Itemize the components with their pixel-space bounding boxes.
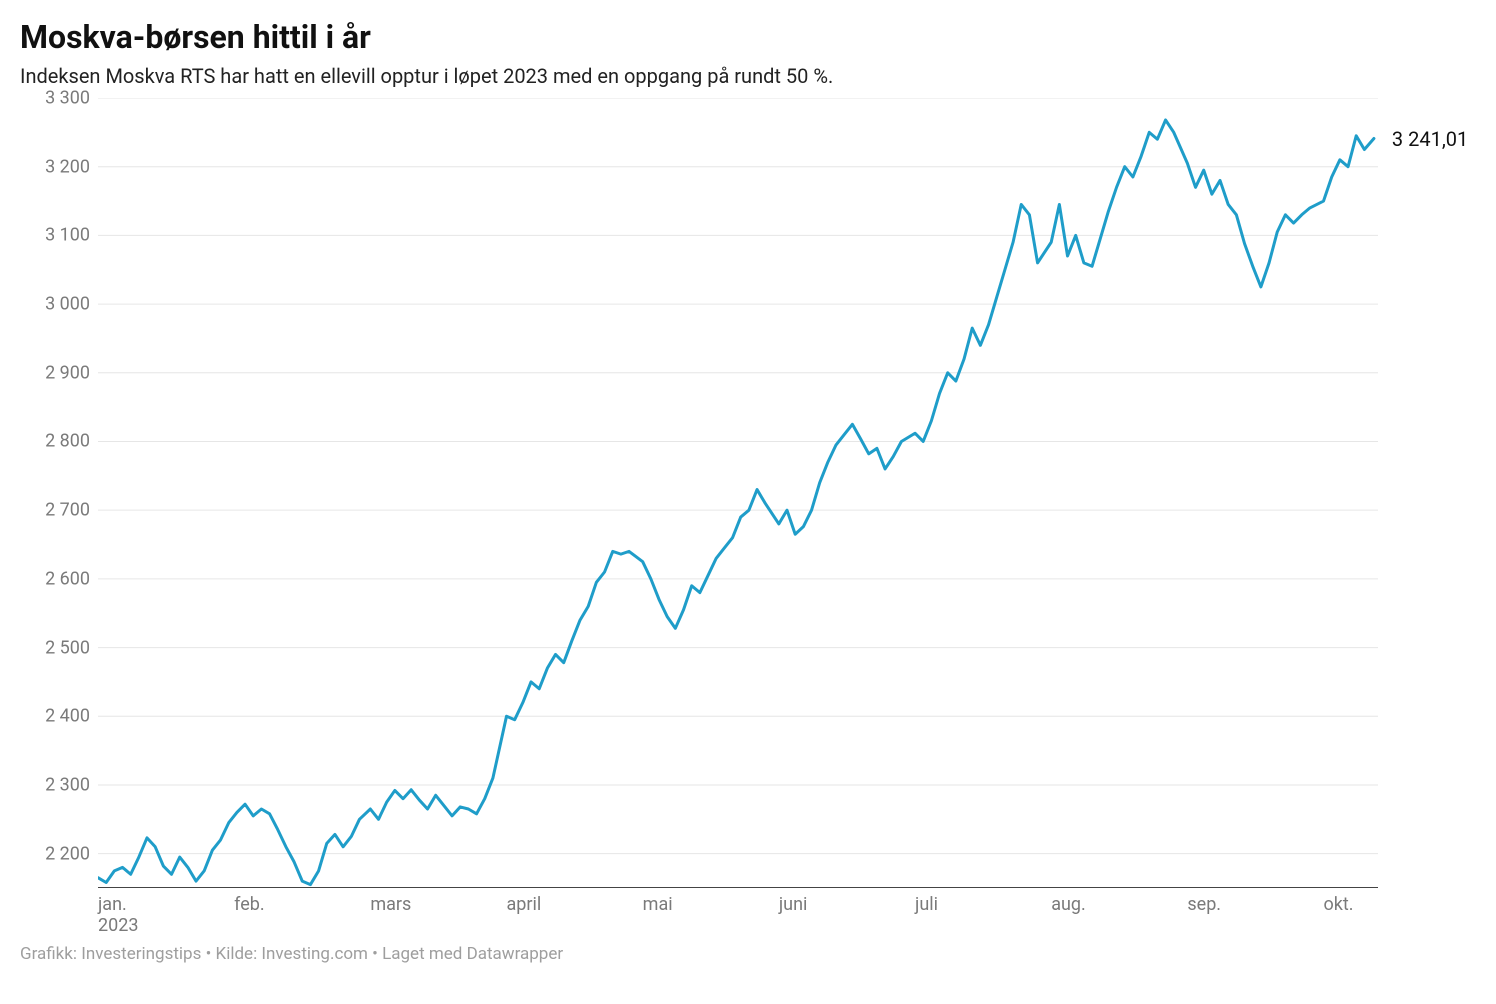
- y-axis-tick-label: 3 300: [45, 88, 98, 109]
- x-axis-tick-label: juli: [915, 888, 938, 915]
- x-axis-tick-label: mars: [370, 888, 411, 915]
- chart-subtitle: Indeksen Moskva RTS har hatt en ellevill…: [20, 64, 1476, 88]
- y-axis-tick-label: 2 400: [45, 706, 98, 727]
- y-axis-tick-label: 3 000: [45, 294, 98, 315]
- y-axis-tick-label: 2 200: [45, 843, 98, 864]
- x-axis-tick-label: april: [507, 888, 542, 915]
- x-axis-tick-label: okt.: [1324, 888, 1354, 915]
- y-axis-tick-label: 2 500: [45, 637, 98, 658]
- y-axis-tick-label: 2 800: [45, 431, 98, 452]
- y-axis-tick-label: 3 100: [45, 225, 98, 246]
- y-axis-tick-label: 2 300: [45, 774, 98, 795]
- x-axis-tick-label: feb.: [234, 888, 264, 915]
- y-axis-tick-label: 3 200: [45, 156, 98, 177]
- chart-container: Moskva-børsen hittil i år Indeksen Moskv…: [0, 0, 1496, 1004]
- x-axis-tick-label: juni: [779, 888, 808, 915]
- y-axis-tick-label: 2 700: [45, 500, 98, 521]
- x-axis-tick-label: jan.2023: [98, 888, 138, 936]
- chart-plot-area: 2 2002 3002 4002 5002 6002 7002 8002 900…: [98, 98, 1378, 888]
- chart-footer: Grafikk: Investeringstips • Kilde: Inves…: [20, 944, 1476, 964]
- last-value-label: 3 241,01: [1392, 127, 1468, 151]
- x-axis-tick-label: mai: [643, 888, 673, 915]
- x-axis-tick-label: sep.: [1187, 888, 1221, 915]
- x-axis-tick-label: aug.: [1051, 888, 1086, 915]
- chart-title: Moskva-børsen hittil i år: [20, 18, 1476, 56]
- y-axis-tick-label: 2 600: [45, 568, 98, 589]
- y-axis-tick-label: 2 900: [45, 362, 98, 383]
